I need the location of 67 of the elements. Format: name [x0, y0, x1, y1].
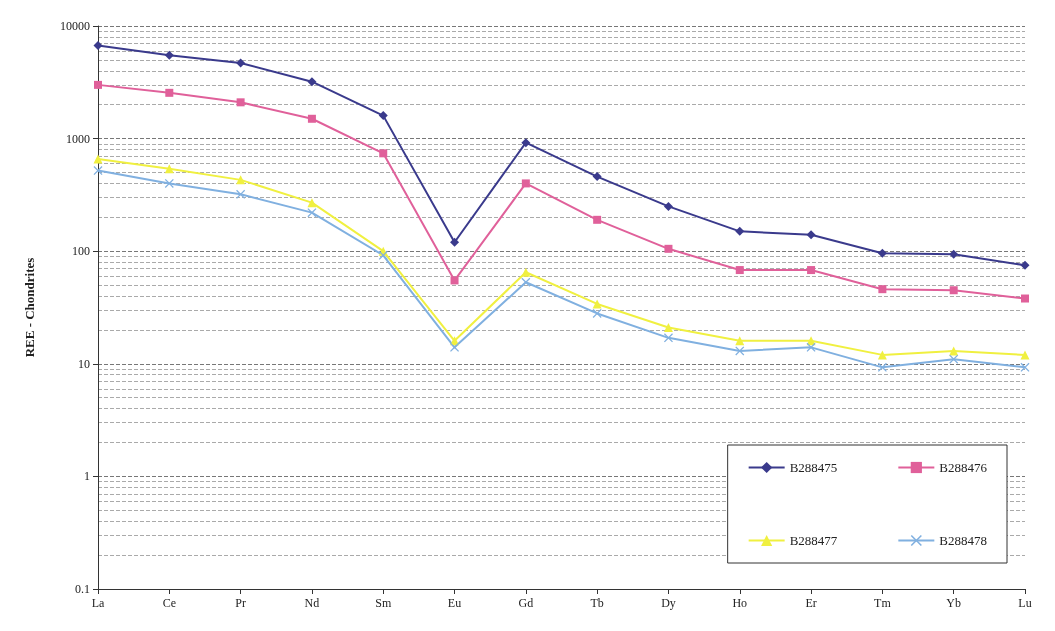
x-tick-label: Tb — [590, 596, 604, 610]
point — [521, 179, 530, 188]
point — [450, 276, 459, 285]
point — [592, 172, 602, 182]
x-tick-label: Yb — [946, 596, 962, 610]
point — [521, 138, 531, 148]
point — [93, 154, 103, 164]
legend-label: B288477 — [789, 533, 838, 548]
x-tick-label: Nd — [304, 596, 320, 610]
y-tick-label: 1000 — [66, 131, 90, 146]
x-tick-label: La — [91, 596, 105, 610]
point — [1020, 260, 1030, 270]
point — [93, 41, 103, 51]
point — [307, 208, 317, 218]
y-tick-label: 10 — [78, 356, 90, 371]
y-axis-title: REE - Chondrites — [22, 257, 37, 358]
point — [94, 80, 102, 89]
point — [450, 237, 460, 247]
point — [521, 267, 531, 277]
point — [236, 58, 246, 68]
point — [878, 285, 887, 294]
point — [164, 50, 174, 60]
point — [236, 98, 245, 107]
point — [1020, 362, 1030, 372]
point — [735, 266, 744, 275]
x-tick-label: Pr — [235, 596, 246, 610]
point — [592, 308, 602, 318]
x-tick-label: Er — [805, 596, 817, 610]
point — [1021, 294, 1029, 303]
point — [663, 323, 673, 333]
x-tick-label: Ce — [162, 596, 176, 610]
point — [949, 286, 958, 295]
x-tick-label: Eu — [447, 596, 462, 610]
point — [807, 266, 816, 275]
x-tick-label: Ho — [732, 596, 748, 610]
y-tick-label: 0.1 — [75, 582, 90, 596]
point — [307, 114, 316, 123]
point — [735, 346, 745, 356]
x-tick-label: Lu — [1018, 596, 1032, 610]
point — [664, 244, 673, 253]
point — [1020, 350, 1030, 360]
point — [93, 166, 103, 176]
x-tick-label: Sm — [375, 596, 392, 610]
point — [877, 248, 887, 258]
y-tick-label: 10000 — [60, 19, 90, 33]
legend-label: B288476 — [939, 460, 988, 475]
point — [806, 342, 816, 352]
point — [450, 342, 460, 352]
point — [307, 77, 317, 87]
legend-label: B288475 — [789, 460, 838, 475]
point — [379, 149, 388, 158]
x-tick-label: Tm — [874, 596, 892, 610]
point — [663, 333, 673, 343]
point — [949, 354, 959, 364]
x-tick-label: Gd — [518, 596, 534, 610]
point — [949, 249, 959, 259]
point — [165, 88, 174, 97]
point — [735, 226, 745, 236]
y-tick-label: 100 — [72, 244, 90, 259]
point — [307, 198, 317, 208]
legend-label: B288478 — [939, 533, 987, 548]
point — [663, 201, 673, 211]
x-tick-label: Dy — [661, 596, 676, 610]
y-tick-label: 1 — [84, 469, 90, 484]
point — [593, 215, 602, 224]
point — [806, 230, 816, 240]
point — [378, 111, 388, 121]
